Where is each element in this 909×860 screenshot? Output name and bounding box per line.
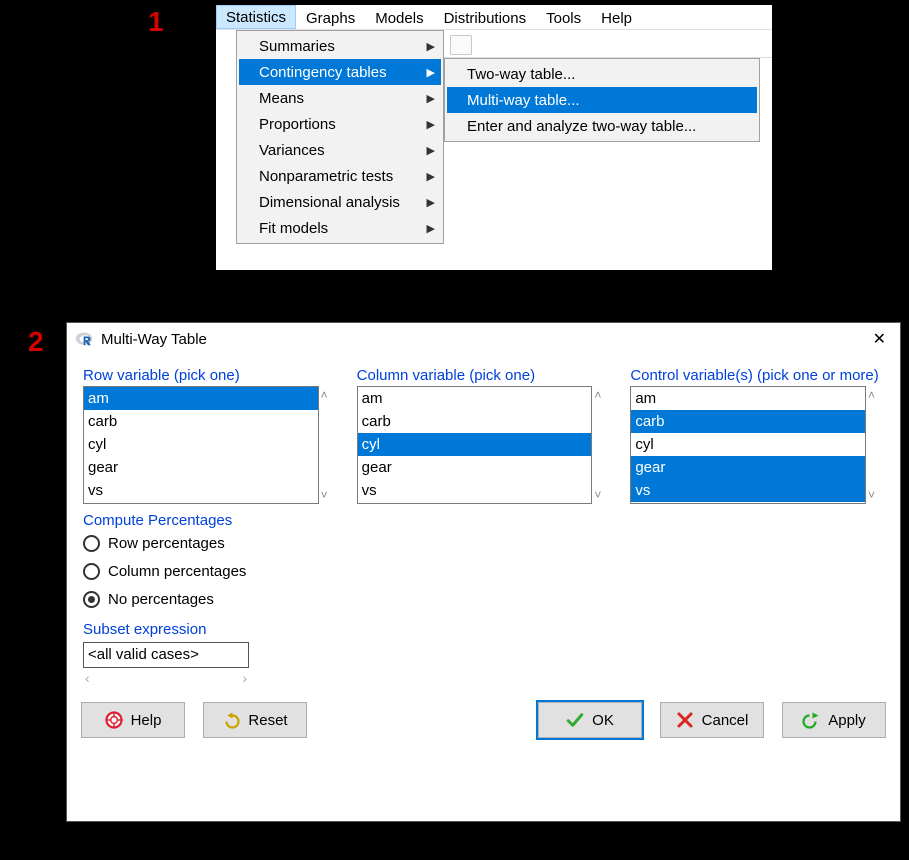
list-item[interactable]: vs (358, 479, 592, 502)
submenu-arrow-icon: ▶ (427, 170, 435, 183)
submenu-arrow-icon: ▶ (427, 144, 435, 157)
cancel-button-label: Cancel (702, 712, 749, 729)
ok-button-label: OK (592, 712, 614, 729)
list-item[interactable]: am (358, 387, 592, 410)
titlebar: Multi-Way Table ✕ (67, 323, 900, 355)
submenu-arrow-icon: ▶ (427, 222, 435, 235)
list-item[interactable]: am (84, 387, 318, 410)
control-variable-label: Control variable(s) (pick one or more) (630, 367, 884, 384)
menu-item-contingency-tables[interactable]: Contingency tables▶ (239, 59, 441, 85)
submenu-arrow-icon: ▶ (427, 66, 435, 79)
contingency-submenu: Two-way table...Multi-way table...Enter … (444, 58, 760, 142)
help-icon (105, 711, 123, 729)
menu-item-variances[interactable]: Variances▶ (239, 137, 441, 163)
column-variable-listbox[interactable]: amcarbcylgearvs (357, 386, 593, 504)
menu-item-dimensional-analysis[interactable]: Dimensional analysis▶ (239, 189, 441, 215)
cancel-icon (676, 711, 694, 729)
dialog-title: Multi-Way Table (101, 331, 865, 348)
radio-label: No percentages (108, 591, 214, 608)
subset-expression-input[interactable]: <all valid cases> (83, 642, 249, 668)
help-button-label: Help (131, 712, 162, 729)
multi-way-table-dialog: Multi-Way Table ✕ Row variable (pick one… (66, 322, 901, 822)
scrollbar[interactable]: ˄˅ (866, 386, 884, 504)
submenu-item-enter-and-analyze-two-way-table[interactable]: Enter and analyze two-way table... (447, 113, 757, 139)
radio-icon (83, 591, 100, 608)
column-variable-label: Column variable (pick one) (357, 367, 611, 384)
row-variable-listbox[interactable]: amcarbcylgearvs (83, 386, 319, 504)
scrollbar[interactable]: ˄˅ (592, 386, 610, 504)
submenu-arrow-icon: ▶ (427, 196, 435, 209)
menubar-item-distributions[interactable]: Distributions (434, 5, 537, 29)
menubar-item-statistics[interactable]: Statistics (216, 5, 296, 29)
submenu-arrow-icon: ▶ (427, 118, 435, 131)
list-item[interactable]: am (631, 387, 865, 410)
list-item[interactable]: gear (84, 456, 318, 479)
menu-item-proportions[interactable]: Proportions▶ (239, 111, 441, 137)
menu-item-means[interactable]: Means▶ (239, 85, 441, 111)
list-item[interactable]: vs (84, 479, 318, 502)
reset-button[interactable]: Reset (203, 702, 307, 738)
list-item[interactable]: cyl (84, 433, 318, 456)
compute-percentages-label: Compute Percentages (83, 512, 884, 529)
ok-button[interactable]: OK (538, 702, 642, 738)
apply-button-label: Apply (828, 712, 866, 729)
step-number-1: 1 (148, 6, 164, 38)
radio-option-row-percentages[interactable]: Row percentages (83, 529, 884, 557)
check-icon (566, 711, 584, 729)
button-bar: Help Reset OK Cancel (67, 690, 900, 752)
menubar-item-tools[interactable]: Tools (536, 5, 591, 29)
radio-icon (83, 535, 100, 552)
radio-label: Column percentages (108, 563, 246, 580)
menubar-item-graphs[interactable]: Graphs (296, 5, 365, 29)
list-item[interactable]: gear (358, 456, 592, 479)
toolbar-fragment (444, 31, 772, 58)
row-variable-label: Row variable (pick one) (83, 367, 337, 384)
submenu-arrow-icon: ▶ (427, 40, 435, 53)
list-item[interactable]: cyl (631, 433, 865, 456)
reset-button-label: Reset (248, 712, 287, 729)
cancel-button[interactable]: Cancel (660, 702, 764, 738)
menubar-item-help[interactable]: Help (591, 5, 642, 29)
submenu-arrow-icon: ▶ (427, 92, 435, 105)
radio-option-no-percentages[interactable]: No percentages (83, 585, 884, 613)
list-item[interactable]: carb (358, 410, 592, 433)
scrollbar[interactable]: ˄˅ (319, 386, 337, 504)
submenu-item-two-way-table[interactable]: Two-way table... (447, 61, 757, 87)
menubar-item-models[interactable]: Models (365, 5, 433, 29)
r-logo-icon (75, 330, 93, 348)
menu-item-summaries[interactable]: Summaries▶ (239, 33, 441, 59)
menu-item-fit-models[interactable]: Fit models▶ (239, 215, 441, 241)
step-number-2: 2 (28, 326, 44, 358)
apply-button[interactable]: Apply (782, 702, 886, 738)
menu-screenshot: StatisticsGraphsModelsDistributionsTools… (215, 4, 773, 271)
subset-scrollbar[interactable]: ‹› (83, 670, 249, 686)
statistics-dropdown: Summaries▶Contingency tables▶Means▶Propo… (236, 30, 444, 244)
control-variable-listbox[interactable]: amcarbcylgearvs (630, 386, 866, 504)
help-button[interactable]: Help (81, 702, 185, 738)
list-item[interactable]: carb (84, 410, 318, 433)
list-item[interactable]: vs (631, 479, 865, 502)
submenu-item-multi-way-table[interactable]: Multi-way table... (447, 87, 757, 113)
list-item[interactable]: cyl (358, 433, 592, 456)
list-item[interactable]: carb (631, 410, 865, 433)
subset-expression-label: Subset expression (83, 621, 884, 638)
menubar: StatisticsGraphsModelsDistributionsTools… (216, 5, 772, 30)
undo-icon (222, 711, 240, 729)
radio-option-column-percentages[interactable]: Column percentages (83, 557, 884, 585)
list-item[interactable]: gear (631, 456, 865, 479)
radio-label: Row percentages (108, 535, 225, 552)
radio-icon (83, 563, 100, 580)
menu-item-nonparametric-tests[interactable]: Nonparametric tests▶ (239, 163, 441, 189)
apply-icon (802, 711, 820, 729)
close-button[interactable]: ✕ (865, 327, 894, 351)
